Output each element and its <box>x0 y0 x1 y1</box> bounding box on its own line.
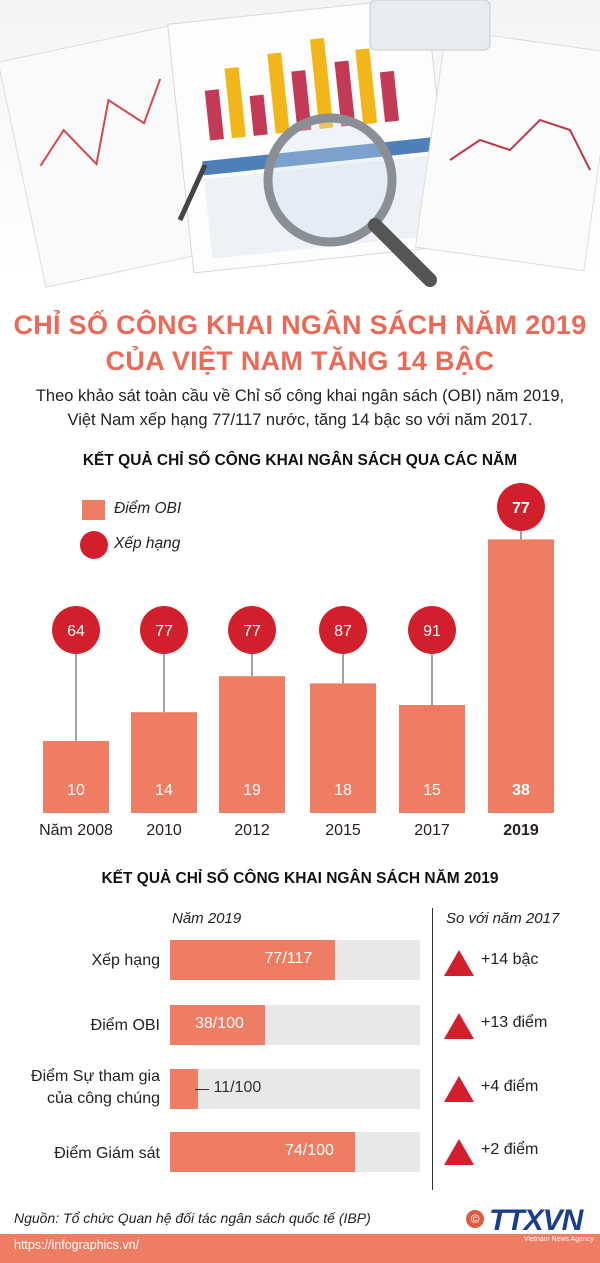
legend-bar-swatch <box>82 500 105 520</box>
rank-circle <box>408 606 456 654</box>
oversight-bar-value: 74/100 <box>285 1142 334 1159</box>
up-triangle-icon <box>444 1139 474 1165</box>
footer-link[interactable]: https://infographics.vn/ <box>14 1238 140 1252</box>
intro-line2: Việt Nam xếp hạng 77/117 nước, tăng 14 b… <box>67 411 533 429</box>
up-triangle-icon <box>444 1013 474 1039</box>
participation-change: +4 điểm <box>481 1078 539 1095</box>
year-tick-label: 2017 <box>414 822 450 839</box>
legend-obi-label: Điểm OBI <box>114 500 182 517</box>
obi-bar-label: 15 <box>423 782 441 799</box>
oversight-track: 74/100 <box>170 1132 420 1172</box>
row-label-rank: Xếp hạng <box>91 952 160 969</box>
year-tick-label: 2010 <box>146 822 182 839</box>
year-tick-label: 2012 <box>234 822 270 839</box>
column-header-vs-2017: So với năm 2017 <box>446 910 560 927</box>
rank-circle <box>497 483 545 531</box>
obi-track: 38/100 <box>170 1005 420 1045</box>
logo-subtitle: Vietnam News Agency <box>524 1236 594 1243</box>
participation-leader-line <box>195 1089 209 1090</box>
column-divider <box>432 908 433 1190</box>
rank-circle <box>319 606 367 654</box>
chart1-title: KẾT QUẢ CHỈ SỐ CÔNG KHAI NGÂN SÁCH QUA C… <box>82 452 518 469</box>
participation-bar-value: 11/100 <box>213 1079 262 1096</box>
participation-bar <box>170 1069 198 1109</box>
ttxvn-logo: TTXVN <box>489 1204 583 1237</box>
obi-bar-label: 38 <box>512 782 530 799</box>
rank-change: +14 bậc <box>481 951 539 968</box>
obi-bar-label: 18 <box>334 782 352 799</box>
row-label-participation: Điểm Sự tham gia của công chúng <box>31 1068 160 1107</box>
legend-rank-label: Xếp hạng <box>114 535 181 552</box>
obi-bar <box>131 712 197 813</box>
obi-bar <box>488 539 554 813</box>
source-note: Nguồn: Tổ chức Quan hệ đối tác ngân sách… <box>14 1210 371 1226</box>
rank-circle-label: 77 <box>512 500 530 517</box>
oversight-change: +2 điểm <box>481 1141 539 1158</box>
obi-bar <box>310 683 376 813</box>
rank-circle-label: 77 <box>243 623 261 640</box>
year-tick-label: Năm 2008 <box>39 822 113 839</box>
year-tick-label: 2019 <box>503 822 539 839</box>
column-header-2019: Năm 2019 <box>172 910 242 927</box>
row-label-oversight: Điểm Giám sát <box>54 1145 160 1162</box>
rank-bar <box>170 940 335 980</box>
obi-history-chart: 10 64 Năm 2008 14 77 2010 19 77 2012 18 87 2015 15 91… <box>39 483 554 839</box>
rank-circle <box>140 606 188 654</box>
up-triangle-icon <box>444 950 474 976</box>
obi-bar <box>399 705 465 813</box>
obi-change: +13 điểm <box>481 1014 548 1031</box>
up-triangle-icon <box>444 1076 474 1102</box>
year-tick-label: 2015 <box>325 822 361 839</box>
rank-circle <box>52 606 100 654</box>
row-label-obi: Điểm OBI <box>90 1017 160 1034</box>
obi-bar <box>170 1005 265 1045</box>
obi-bar-label: 19 <box>243 782 261 799</box>
rank-circle-label: 91 <box>423 623 441 640</box>
page-title-line2: CỦA VIỆT NAM TĂNG 14 BẬC <box>105 346 495 376</box>
rank-bar-value: 77/117 <box>264 950 313 967</box>
chart2-title: KẾT QUẢ CHỈ SỐ CÔNG KHAI NGÂN SÁCH NĂM 2… <box>101 870 499 887</box>
rank-circle-label: 87 <box>334 623 352 640</box>
hero-illustration <box>0 0 600 300</box>
obi-bar-label: 14 <box>155 782 173 799</box>
legend-rank-swatch <box>80 531 108 559</box>
participation-track: 11/100 <box>170 1069 420 1109</box>
obi-bar <box>219 676 285 813</box>
rank-circle <box>228 606 276 654</box>
rank-circle-label: 64 <box>67 623 85 640</box>
page-title-line1: CHỈ SỐ CÔNG KHAI NGÂN SÁCH NĂM 2019 <box>13 310 587 340</box>
footer-bar <box>0 1234 600 1263</box>
rank-circle-label: 77 <box>155 623 173 640</box>
obi-bar <box>43 741 109 813</box>
obi-bar-value: 38/100 <box>195 1015 244 1032</box>
financial-papers-illustration <box>0 0 600 288</box>
obi-bar-label: 10 <box>67 782 85 799</box>
oversight-bar <box>170 1132 355 1172</box>
rank-track: 77/117 <box>170 940 420 980</box>
intro-line1: Theo khảo sát toàn cầu về Chỉ số công kh… <box>35 387 565 405</box>
copyright-icon: © <box>466 1210 484 1228</box>
